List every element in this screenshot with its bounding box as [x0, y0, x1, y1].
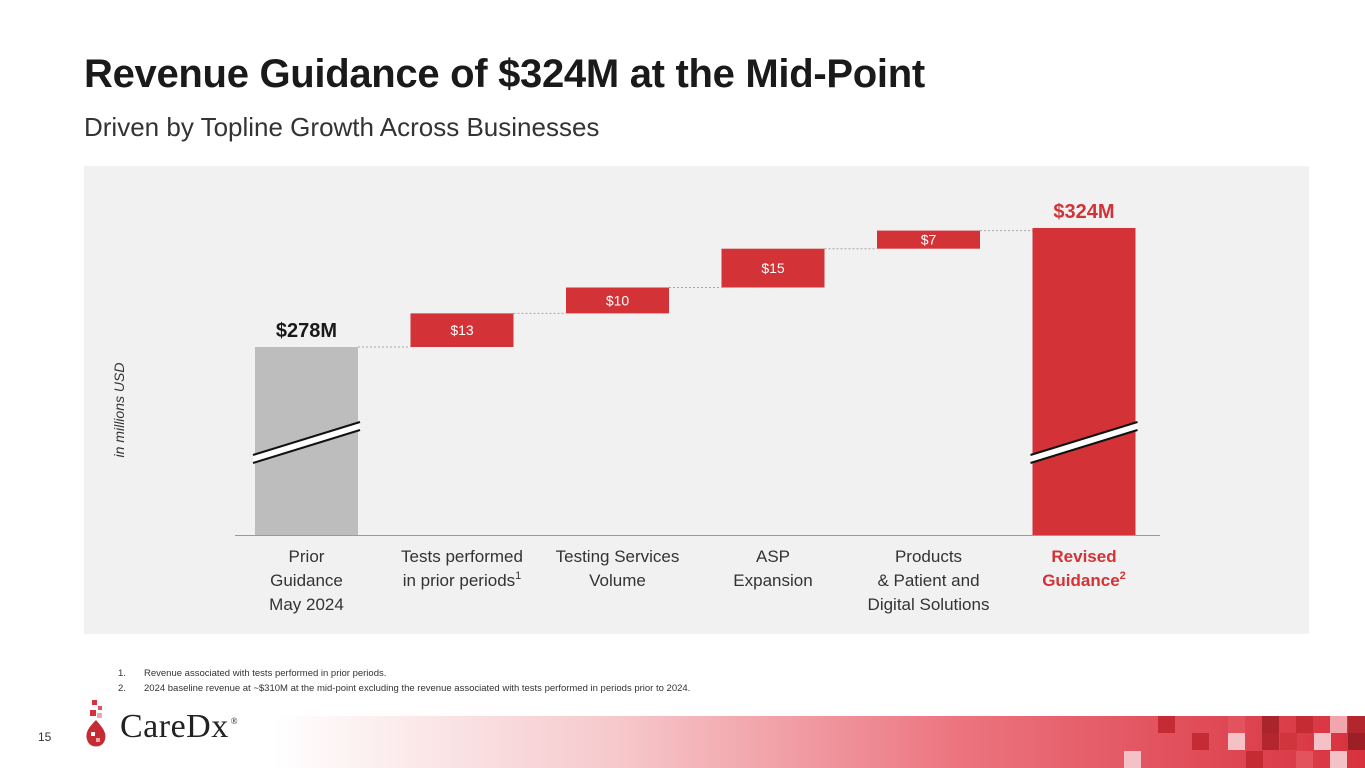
category-label-line: in prior periods1 [403, 570, 522, 590]
category-label-6: Revised Guidance2 [1042, 547, 1126, 590]
axis-break-line-bottom-1 [252, 429, 361, 464]
category-label-1: Prior Guidance May 2024 [269, 547, 344, 614]
bar-6 [1032, 228, 1136, 535]
axis-break-line-top-1 [252, 421, 361, 456]
pixel-pattern-decoration [1124, 716, 1365, 768]
bar-5-value-label: $7 [921, 232, 937, 248]
page-subtitle: Driven by Topline Growth Across Business… [84, 112, 600, 142]
category-label-4: ASP Expansion [733, 547, 812, 590]
category-label-line: Guidance2 [1042, 570, 1126, 590]
bar-2-value-label: $13 [450, 322, 474, 338]
footnote-1: 1. Revenue associated with tests performe… [118, 666, 690, 681]
category-label-line: Digital Solutions [868, 595, 990, 614]
page-number: 15 [38, 730, 52, 744]
category-label-line: Guidance [270, 571, 343, 590]
caredx-logo: CareDx ® [82, 698, 272, 750]
category-label-line: & Patient and [877, 571, 979, 590]
bar-4-value-label: $15 [761, 260, 785, 276]
axis-break-gap-6 [1030, 422, 1138, 463]
category-label-line: ASP [756, 547, 790, 566]
category-label-line: Prior [289, 547, 325, 566]
axis-break-line-top-6 [1030, 421, 1138, 456]
bar-6-value-label: $324M [1053, 201, 1114, 223]
logo-mark-icon [86, 700, 106, 747]
category-label-line: Products [895, 547, 962, 566]
page-title: Revenue Guidance of $324M at the Mid-Poi… [84, 52, 925, 96]
category-label-line: Testing Services [556, 547, 680, 566]
footnote-1-text: Revenue associated with tests performed … [144, 668, 387, 679]
category-label-line: Tests performed [401, 547, 523, 566]
axis-break-gap-1 [253, 422, 360, 463]
bar-2 [410, 313, 514, 347]
category-label-3: Testing Services Volume [556, 547, 680, 590]
footnote-2: 2. 2024 baseline revenue at ~$310M at the… [118, 681, 690, 696]
bar-3 [566, 287, 669, 314]
bar-3-value-label: $10 [606, 292, 630, 308]
footnotes: 1. Revenue associated with tests performe… [118, 666, 690, 696]
footnote-ref: 1 [515, 570, 521, 582]
logo-wordmark: CareDx ® [120, 708, 238, 746]
category-label-2: Tests performed in prior periods1 [401, 547, 523, 590]
footnote-2-number: 2. [118, 683, 126, 694]
logo-name: CareDx [120, 708, 229, 745]
axis-break-line-bottom-6 [1030, 429, 1138, 464]
category-label-line: Expansion [733, 571, 812, 590]
logo-registered-mark: ® [230, 716, 239, 726]
category-label-line: May 2024 [269, 595, 344, 614]
category-label-line: Revised [1051, 547, 1116, 566]
footnote-ref: 2 [1120, 570, 1126, 582]
y-axis-label: in millions USD [111, 362, 127, 458]
category-label-5: Products & Patient and Digital Solutions [868, 547, 990, 614]
bar-5 [877, 230, 980, 249]
footnote-2-text: 2024 baseline revenue at ~$310M at the m… [144, 683, 691, 694]
bar-4 [721, 248, 825, 288]
bar-1-value-label: $278M [276, 320, 337, 342]
category-label-line: Volume [589, 571, 646, 590]
decorative-gradient-band [0, 716, 1365, 768]
footnote-1-number: 1. [118, 668, 126, 679]
